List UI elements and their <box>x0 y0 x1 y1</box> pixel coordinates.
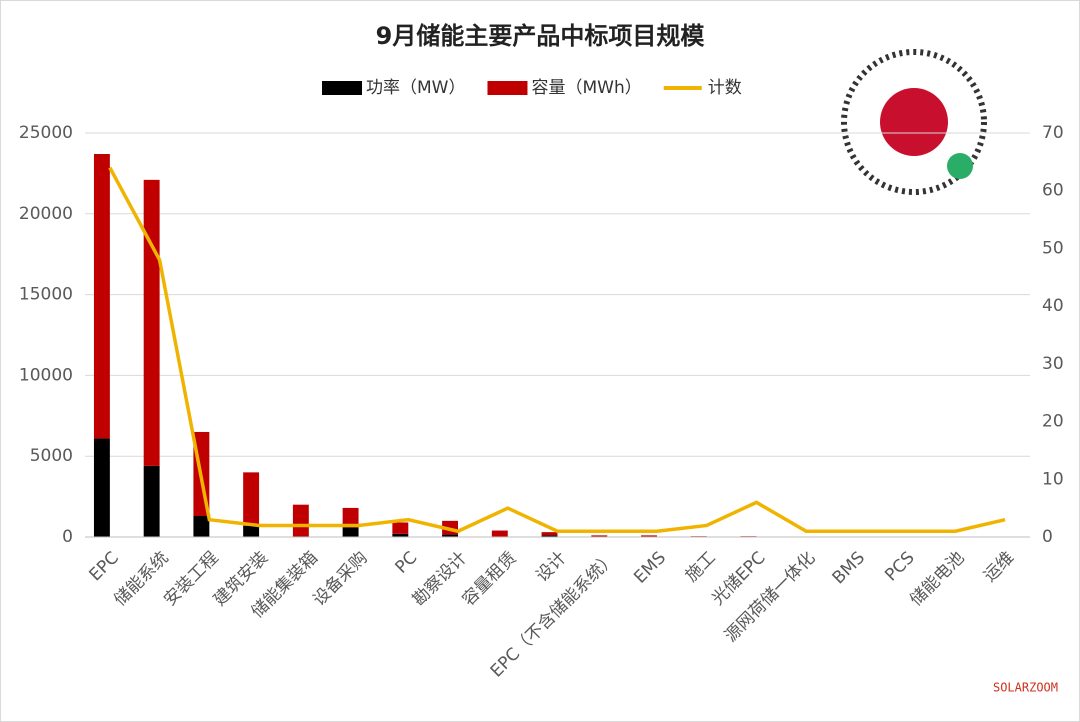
bar <box>342 527 359 537</box>
y2-tick-label: 40 <box>1042 296 1064 316</box>
y2-tick-label: 20 <box>1042 412 1064 432</box>
chart-title: 9月储能主要产品中标项目规模 <box>376 22 706 50</box>
bar <box>541 532 558 536</box>
bar <box>491 530 508 537</box>
bar <box>342 507 359 528</box>
bar <box>193 515 210 537</box>
bar <box>442 534 459 537</box>
bar <box>641 535 657 537</box>
y2-tick-label: 0 <box>1042 527 1053 547</box>
legend-swatch <box>322 81 362 95</box>
bar <box>591 535 608 537</box>
y-tick-label: 15000 <box>19 285 73 305</box>
bar <box>292 504 309 537</box>
bar <box>143 465 160 537</box>
line <box>108 166 1006 534</box>
y-tick-label: 5000 <box>30 446 73 466</box>
y2-tick-label: 70 <box>1042 123 1064 143</box>
legend-label: 容量（MWh） <box>531 78 641 98</box>
y2-tick-label: 50 <box>1042 238 1064 258</box>
y2-tick-label: 60 <box>1042 181 1064 201</box>
source: SOLARZOOM <box>993 681 1058 695</box>
y-tick-label: 10000 <box>19 365 73 385</box>
bar <box>243 472 260 526</box>
bar <box>243 525 260 537</box>
y2-tick-label: 30 <box>1042 354 1064 374</box>
legend-label: 计数 <box>708 78 742 98</box>
bar <box>93 154 110 439</box>
bar <box>143 179 160 466</box>
bar <box>93 438 110 537</box>
y2-tick-label: 10 <box>1042 469 1064 489</box>
bar <box>392 533 409 537</box>
qr-logo <box>841 49 987 195</box>
y-tick-label: 20000 <box>19 204 73 224</box>
legend-swatch <box>487 81 528 95</box>
bar <box>541 535 558 537</box>
y-tick-label: 25000 <box>19 123 73 143</box>
legend-label: 功率（MW） <box>366 78 465 98</box>
bar <box>392 522 409 534</box>
y-tick-label: 0 <box>62 527 73 547</box>
